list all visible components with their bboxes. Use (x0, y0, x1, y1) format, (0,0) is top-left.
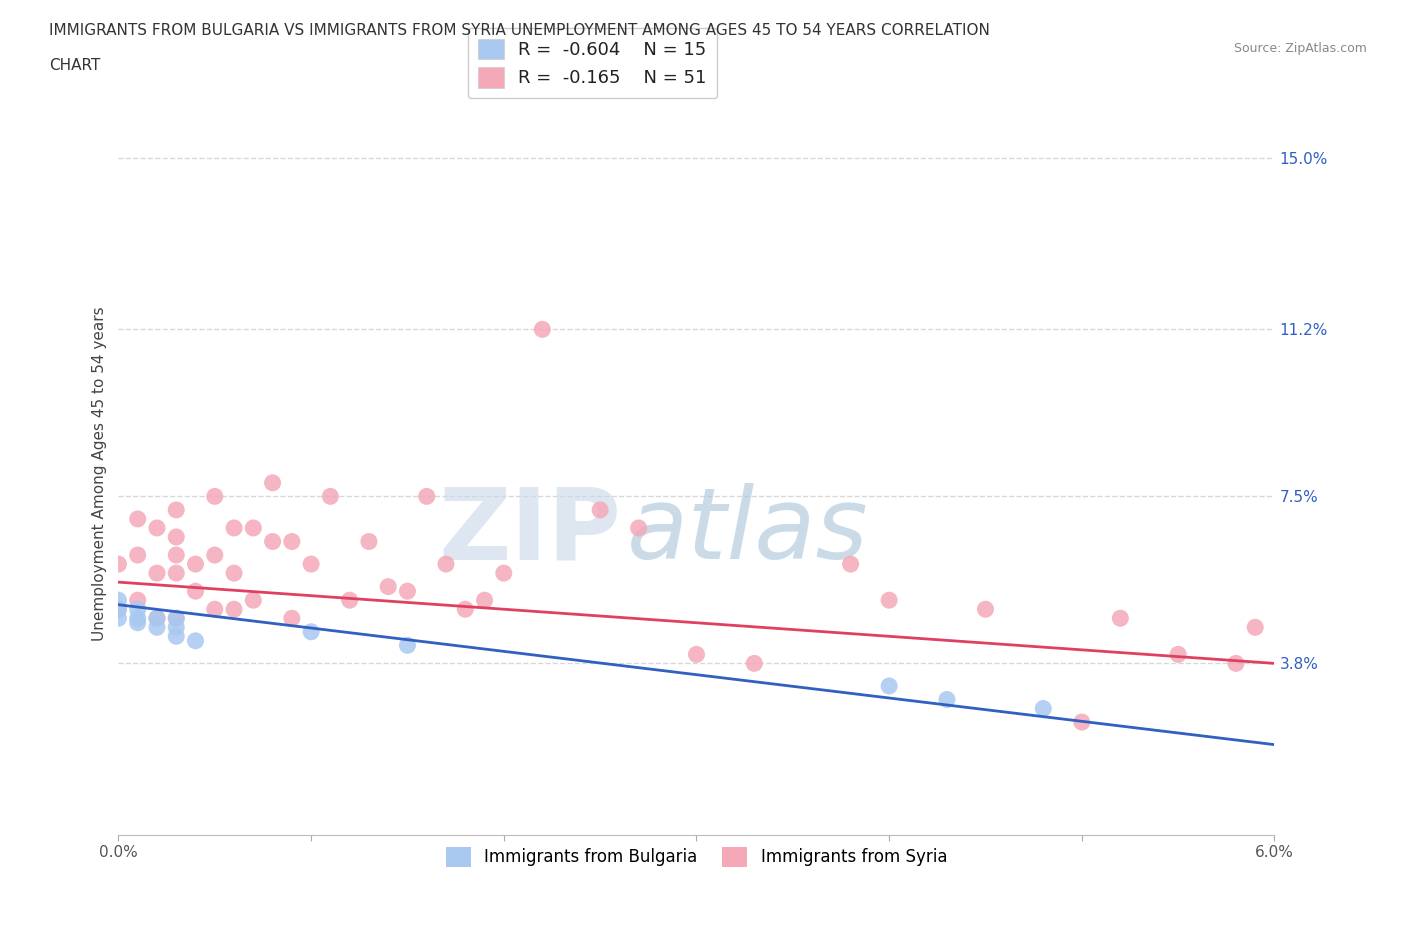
Point (204, 489, 226, 504)
Point (184, 633, 207, 648)
Point (531, 322, 554, 337)
Point (146, 565, 169, 580)
Point (262, 534, 284, 549)
Point (474, 592, 496, 607)
Point (165, 611, 187, 626)
Point (242, 521, 264, 536)
Point (146, 521, 169, 536)
Point (685, 647, 707, 662)
Point (165, 619, 187, 634)
Point (589, 502, 612, 517)
Point (184, 584, 207, 599)
Point (165, 611, 187, 626)
Point (165, 548, 187, 563)
Point (281, 611, 304, 626)
Text: atlas: atlas (627, 483, 869, 580)
Point (204, 602, 226, 617)
Point (107, 611, 129, 626)
Point (877, 592, 900, 607)
Point (146, 611, 169, 626)
Point (839, 557, 862, 572)
Point (454, 602, 477, 617)
Point (319, 489, 342, 504)
Point (936, 692, 959, 707)
Point (107, 557, 129, 572)
Point (396, 584, 419, 599)
Point (357, 534, 380, 549)
Point (974, 602, 997, 617)
Point (492, 565, 515, 580)
Point (742, 656, 765, 671)
Text: ZIP: ZIP (439, 483, 621, 580)
Point (1070, 714, 1092, 729)
Point (877, 679, 900, 694)
Point (107, 602, 129, 617)
Point (184, 557, 207, 572)
Point (127, 602, 149, 617)
Point (165, 565, 187, 580)
Point (127, 592, 149, 607)
Point (1032, 701, 1054, 716)
Point (1167, 647, 1189, 662)
Text: Source: ZipAtlas.com: Source: ZipAtlas.com (1233, 42, 1367, 55)
Point (339, 592, 361, 607)
Point (434, 557, 457, 572)
Point (127, 548, 149, 563)
Point (281, 534, 304, 549)
Point (165, 629, 187, 644)
Point (242, 592, 264, 607)
Point (299, 557, 322, 572)
Point (416, 489, 439, 504)
Point (222, 521, 245, 536)
Point (107, 602, 129, 617)
Point (146, 611, 169, 626)
Y-axis label: Unemployment Among Ages 45 to 54 years: Unemployment Among Ages 45 to 54 years (93, 307, 107, 641)
Point (146, 619, 169, 634)
Point (396, 638, 419, 653)
Text: CHART: CHART (49, 58, 101, 73)
Point (127, 616, 149, 631)
Point (222, 565, 245, 580)
Point (165, 502, 187, 517)
Point (1244, 619, 1267, 634)
Point (1109, 611, 1132, 626)
Point (627, 521, 650, 536)
Point (1225, 656, 1247, 671)
Point (204, 548, 226, 563)
Legend: Immigrants from Bulgaria, Immigrants from Syria: Immigrants from Bulgaria, Immigrants fro… (439, 840, 953, 873)
Point (107, 592, 129, 607)
Point (377, 579, 399, 594)
Text: IMMIGRANTS FROM BULGARIA VS IMMIGRANTS FROM SYRIA UNEMPLOYMENT AMONG AGES 45 TO : IMMIGRANTS FROM BULGARIA VS IMMIGRANTS F… (49, 23, 990, 38)
Point (165, 529, 187, 544)
Point (127, 611, 149, 626)
Point (299, 624, 322, 639)
Point (127, 512, 149, 526)
Point (222, 602, 245, 617)
Point (262, 475, 284, 490)
